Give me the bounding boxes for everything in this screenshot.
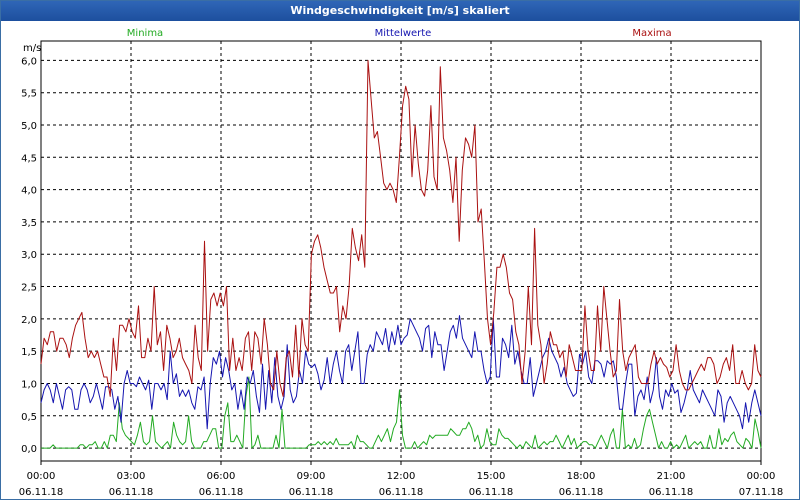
x-tick-date: 06.11.18 [289, 487, 334, 498]
y-tick-label: 4,5 [21, 153, 37, 164]
series-lines [40, 59, 762, 449]
y-tick-label: 6,0 [21, 56, 37, 67]
y-tick-label: 2,5 [21, 283, 37, 294]
series-line-mittelwerte [40, 315, 762, 430]
x-tick-date: 06.11.18 [649, 487, 694, 498]
x-tick-time: 12:00 [387, 471, 416, 482]
x-tick-time: 03:00 [117, 471, 146, 482]
x-tick-time: 00:00 [27, 471, 56, 482]
y-tick-label: 0,0 [21, 444, 37, 455]
x-tick-date: 06.11.18 [199, 487, 244, 498]
y-tick-label: 4,0 [21, 186, 37, 197]
x-tick-date: 06.11.18 [469, 487, 514, 498]
x-tick-time: 00:00 [747, 471, 776, 482]
y-tick-label: 5,0 [21, 121, 37, 132]
y-tick-label: 0,5 [21, 412, 37, 423]
x-tick-time: 06:00 [207, 471, 236, 482]
y-tick-label: 1,5 [21, 347, 37, 358]
x-tick-time: 18:00 [567, 471, 596, 482]
y-axis: 6,0 5,5 5,0 4,5 4,0 3,5 3,0 2,5 2,0 1,5 1,0 0,5 0,0 [21, 56, 37, 455]
legend-minima: Minima [127, 28, 163, 39]
title-bar: Windgeschwindigkeit [m/s] skaliert [1, 1, 799, 21]
series-line-maxima [40, 59, 762, 397]
x-tick-time: 09:00 [297, 471, 326, 482]
grid [41, 41, 761, 461]
x-tick-time: 15:00 [477, 471, 506, 482]
y-tick-label: 1,0 [21, 379, 37, 390]
y-tick-label: 5,5 [21, 89, 37, 100]
x-tick-date: 07.11.18 [739, 487, 784, 498]
y-tick-label: 3,0 [21, 250, 37, 261]
legend-mittelwerte: Mittelwerte [375, 28, 432, 39]
x-tick-date: 06.11.18 [19, 487, 64, 498]
y-axis-label: m/s [23, 43, 41, 54]
x-tick-date: 06.11.18 [109, 487, 154, 498]
x-tick-time: 21:00 [657, 471, 686, 482]
x-tick-date: 06.11.18 [379, 487, 424, 498]
series-line-minima [41, 376, 762, 449]
x-axis: 00:00 06.11.18 03:00 06.11.18 06:00 06.11.18 0… [19, 461, 784, 498]
y-tick-label: 3,5 [21, 218, 37, 229]
y-tick-label: 2,0 [21, 315, 37, 326]
legend-maxima: Maxima [632, 28, 671, 39]
x-tick-date: 06.11.18 [559, 487, 604, 498]
